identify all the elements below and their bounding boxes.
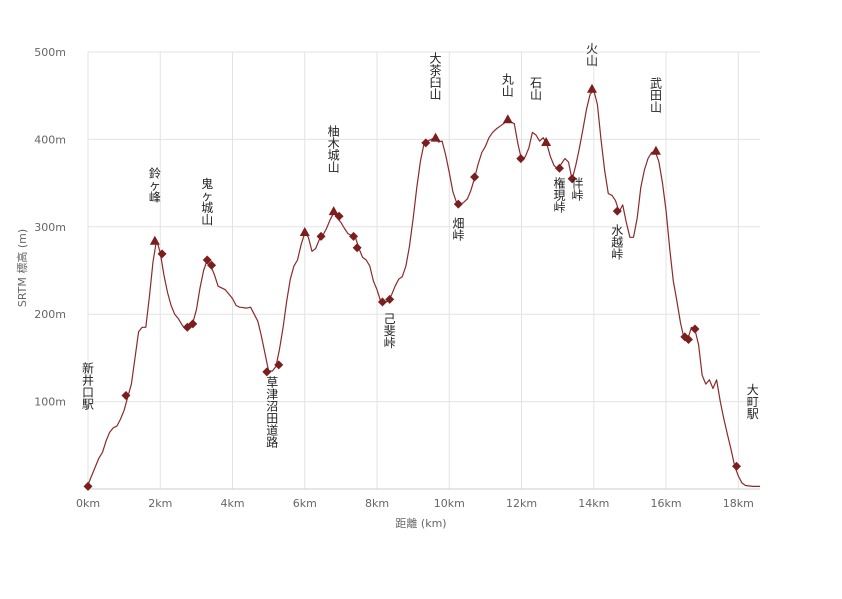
waypoint-marker	[316, 231, 326, 241]
waypoint-marker	[516, 154, 526, 164]
waypoint-marker	[385, 294, 395, 304]
poi-label: 権現峠	[553, 175, 565, 214]
x-tick-label: 6km	[293, 497, 317, 510]
waypoint-marker	[83, 481, 93, 491]
poi-label: 火山	[586, 42, 598, 68]
poi-label: 鈴ヶ峰	[149, 165, 161, 204]
waypoint-marker	[352, 243, 362, 253]
waypoint-marker	[567, 174, 577, 184]
waypoint-marker	[554, 163, 564, 173]
waypoint-marker	[207, 260, 217, 270]
y-tick-label: 200m	[34, 308, 66, 321]
waypoint-marker	[274, 360, 284, 370]
x-tick-label: 18km	[723, 497, 754, 510]
summit-marker	[299, 227, 310, 237]
x-tick-label: 16km	[651, 497, 682, 510]
waypoint-marker	[470, 172, 480, 182]
x-tick-label: 2km	[148, 497, 172, 510]
summit-marker	[430, 132, 441, 142]
waypoint-marker	[683, 335, 693, 345]
poi-label: 丸山	[502, 73, 514, 99]
poi-label: 柚木城山	[328, 124, 340, 175]
waypoint-marker	[377, 297, 387, 307]
poi-label: 水越峠	[611, 224, 623, 262]
waypoint-marker	[690, 324, 700, 334]
axis-layer: 距離 (km) SRTM 標高 (m) 100m 200m 300m 400m 500m…	[15, 46, 754, 530]
y-axis-title: SRTM 標高 (m)	[15, 229, 29, 307]
y-tick-label: 500m	[34, 46, 66, 59]
summit-marker	[502, 114, 513, 124]
poi-label: 武田山	[650, 76, 662, 114]
waypoint-marker	[612, 206, 622, 216]
y-tick-label: 400m	[34, 133, 66, 146]
x-tick-label: 8km	[365, 497, 389, 510]
poi-label: 己斐峠	[384, 312, 396, 350]
waypoint-marker	[188, 319, 198, 329]
x-tick-label: 10km	[434, 497, 465, 510]
waypoint-marker	[334, 211, 344, 221]
summit-marker	[149, 235, 160, 245]
poi-label: 大町駅	[747, 383, 759, 421]
waypoint-marker	[421, 138, 431, 148]
summit-marker	[650, 145, 661, 155]
series-layer	[87, 89, 760, 487]
x-tick-label: 14km	[578, 497, 609, 510]
poi-label: 石山	[530, 76, 542, 102]
poi-label: 大茶臼山	[430, 51, 442, 101]
x-tick-label: 0km	[76, 497, 100, 510]
waypoint-marker	[453, 199, 463, 209]
elevation-line	[87, 89, 760, 487]
waypoint-marker	[157, 249, 167, 259]
poi-label: 畑峠	[452, 217, 464, 243]
waypoint-marker	[121, 390, 131, 400]
summit-marker	[587, 83, 597, 93]
x-tick-label: 12km	[506, 497, 537, 510]
x-tick-label: 4km	[220, 497, 244, 510]
y-tick-label: 300m	[34, 221, 66, 234]
poi-label: 新井口駅	[82, 361, 94, 412]
grid-layer	[87, 51, 760, 490]
waypoint-marker	[202, 255, 212, 265]
summit-marker	[328, 206, 339, 216]
poi-label: 鬼ヶ城山	[201, 176, 213, 227]
poi-label: 草津沼田道路	[266, 376, 278, 450]
summit-marker	[541, 137, 552, 147]
waypoint-marker	[262, 367, 272, 377]
waypoint-marker	[349, 231, 359, 241]
x-axis-title: 距離 (km)	[395, 516, 446, 530]
y-tick-label: 100m	[34, 396, 66, 409]
poi-label: 伴峠	[572, 176, 584, 202]
marker-layer	[83, 83, 742, 491]
waypoint-marker	[732, 461, 742, 471]
